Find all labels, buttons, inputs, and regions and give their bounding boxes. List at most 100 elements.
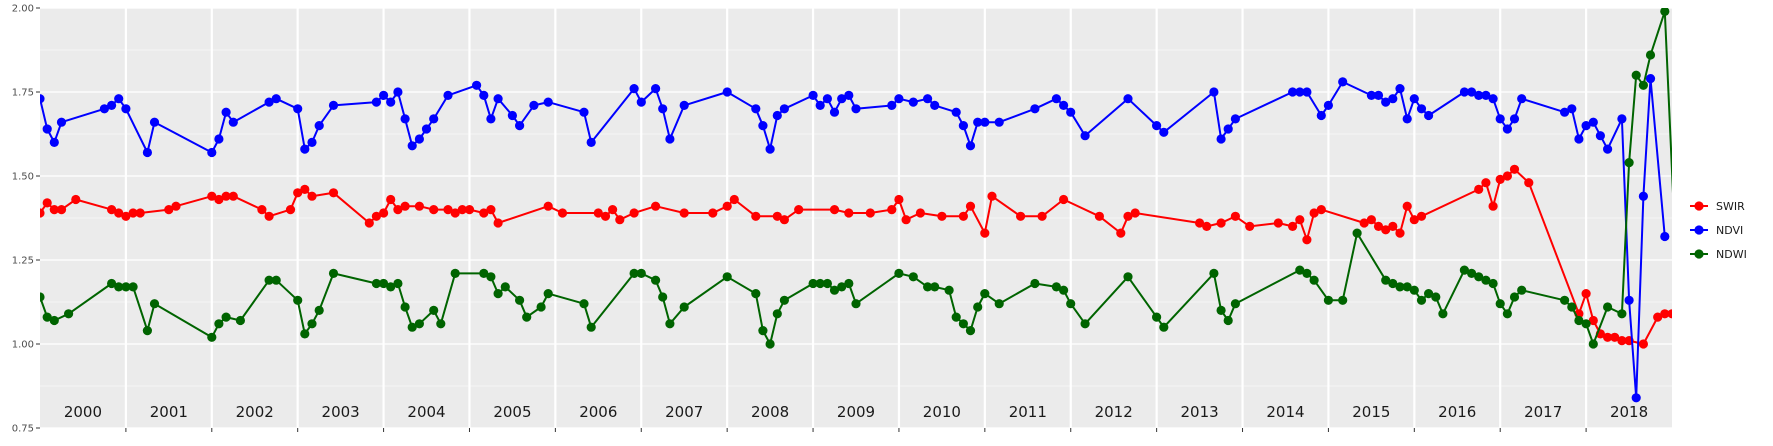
ndvi-point <box>1388 94 1398 104</box>
ndvi-point <box>1080 131 1090 141</box>
ndvi-point <box>328 100 339 110</box>
ndwi-point <box>1309 275 1319 285</box>
swir-point <box>1202 221 1212 231</box>
ndvi-point <box>529 100 539 110</box>
swir-point <box>937 211 947 221</box>
ndwi-point <box>1152 312 1162 322</box>
ndvi-point <box>1066 107 1076 117</box>
ndvi-point <box>42 124 52 134</box>
ndwi-point <box>1438 309 1448 319</box>
ndwi-point <box>1066 299 1076 309</box>
swir-point <box>965 201 976 211</box>
swir-point <box>1588 315 1598 326</box>
year-label-2009: 2009 <box>837 403 875 421</box>
ndvi-point <box>1409 94 1419 104</box>
ndwi-point <box>629 268 639 278</box>
ndvi-point <box>1509 114 1520 124</box>
ndwi-point <box>1416 295 1427 305</box>
ndvi-point <box>1459 87 1469 97</box>
ndwi-point <box>1159 322 1169 332</box>
ndwi-point <box>951 312 961 322</box>
year-label-2010: 2010 <box>923 403 961 421</box>
ndvi-point <box>407 141 417 151</box>
ndwi-point <box>1123 272 1133 282</box>
ndvi-point <box>1567 104 1577 114</box>
ndwi-point <box>1059 285 1069 295</box>
year-label-2003: 2003 <box>322 403 360 421</box>
ndvi-point <box>293 104 303 114</box>
ndvi-point <box>221 107 231 117</box>
swir-point <box>207 191 217 201</box>
ndwi-point <box>908 272 918 282</box>
swir-point <box>171 201 181 211</box>
swir-point <box>221 191 231 201</box>
ndwi-point <box>894 268 904 278</box>
ndvi-point <box>1617 114 1627 124</box>
ndwi-point <box>1424 289 1434 299</box>
ndwi-point <box>1638 80 1648 90</box>
ndwi-point <box>765 339 775 349</box>
ndvi-point <box>923 94 933 104</box>
ndvi-point <box>214 134 224 144</box>
swir-point <box>1603 332 1613 342</box>
swir-point <box>486 205 496 215</box>
ndwi-point <box>1517 285 1527 295</box>
ndvi-point <box>1416 104 1427 114</box>
swir-point <box>1116 228 1126 238</box>
ndwi-point <box>493 289 503 299</box>
ndwi-point <box>1381 275 1391 285</box>
ndvi-point <box>1223 124 1233 134</box>
ndwi-point <box>722 272 732 282</box>
ndvi-point <box>1152 121 1162 131</box>
y-tick-label: 2.00 <box>12 4 34 15</box>
ndvi-point <box>1631 393 1641 403</box>
ndvi-point <box>844 90 854 100</box>
ndwi-point <box>42 312 52 322</box>
ndwi-point <box>207 332 217 342</box>
ndwi-point <box>328 268 339 278</box>
year-label-2001: 2001 <box>150 403 188 421</box>
ndwi-point <box>930 282 940 292</box>
ndwi-point <box>121 282 131 292</box>
ndvi-point <box>314 121 324 131</box>
ndvi-point <box>1638 191 1648 201</box>
swir-point <box>1402 201 1412 211</box>
swir-point <box>1123 211 1133 221</box>
ndvi-point <box>1424 110 1434 121</box>
swir-point <box>228 191 238 201</box>
ndwi-point <box>944 285 954 295</box>
ndwi-point <box>1617 309 1627 319</box>
series-ndwi <box>40 8 1672 349</box>
swir-point <box>887 205 897 215</box>
swir-point <box>865 208 875 218</box>
swir-point <box>1309 208 1319 218</box>
year-label-2013: 2013 <box>1180 403 1218 421</box>
ndvi-point <box>994 117 1004 127</box>
swir-point <box>307 191 317 201</box>
year-label-2006: 2006 <box>579 403 617 421</box>
ndvi-point <box>973 117 983 127</box>
ndvi-point <box>486 114 496 124</box>
ndwi-point <box>980 289 990 299</box>
ndvi-point <box>1481 90 1491 100</box>
series-layer <box>40 8 1672 403</box>
swir-point <box>285 205 296 215</box>
ndvi-point <box>722 87 732 97</box>
ndvi-point <box>228 117 238 127</box>
ndvi-point <box>443 90 453 100</box>
ndwi-point <box>271 275 281 285</box>
ndvi-point <box>1288 87 1298 97</box>
swir-point <box>1509 164 1520 174</box>
swir-point <box>443 205 453 215</box>
ndwi-point <box>107 278 117 289</box>
swir-point <box>1502 171 1512 181</box>
ndvi-point <box>1159 127 1169 137</box>
swir-point <box>1016 211 1026 221</box>
legend-item-swir: SWIR <box>1690 200 1745 213</box>
ndvi-point <box>1059 100 1069 110</box>
ndvi-point <box>107 100 117 110</box>
swir-point <box>651 201 661 211</box>
y-tick-label: 0.75 <box>12 424 34 435</box>
swir-point <box>40 208 45 218</box>
ndvi-point <box>958 121 969 131</box>
